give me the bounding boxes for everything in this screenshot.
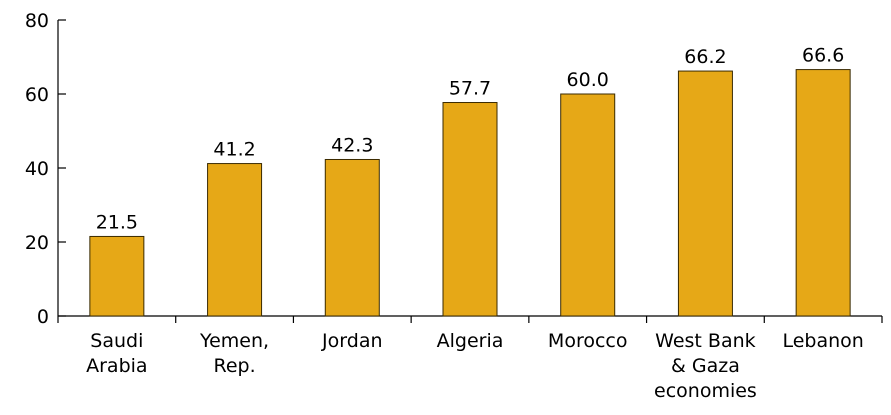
- data-label: 41.2: [213, 139, 255, 161]
- bars: [89, 69, 851, 317]
- data-label: 42.3: [331, 134, 373, 156]
- data-label: 60.0: [567, 69, 609, 91]
- category-label: Algeria: [437, 330, 504, 352]
- bar: [324, 158, 380, 317]
- data-label: 66.2: [684, 46, 726, 68]
- y-tick-label: 20: [25, 232, 49, 254]
- bar: [207, 163, 263, 317]
- y-tick-label: 40: [25, 158, 49, 180]
- y-tick-label: 60: [25, 84, 49, 106]
- category-label: West Bank & Gaza economies: [654, 330, 757, 402]
- category-label: Morocco: [548, 330, 628, 352]
- category-label: Saudi Arabia: [86, 330, 147, 377]
- category-label: Jordan: [321, 330, 382, 352]
- bar: [442, 102, 498, 317]
- data-label: 66.6: [802, 45, 844, 67]
- x-axis: [57, 315, 883, 323]
- category-labels: Saudi Arabia Yemen, Rep. Jordan Algeria Morocc…: [86, 330, 864, 402]
- y-axis: 0 20 40 60 80: [25, 10, 66, 328]
- bar: [560, 93, 616, 317]
- category-label: Yemen, Rep.: [199, 330, 269, 377]
- bar: [795, 69, 851, 317]
- data-labels: 21.5 41.2 42.3 57.7 60.0 66.2 66.6: [96, 45, 845, 234]
- data-label: 57.7: [449, 78, 491, 100]
- category-label: Lebanon: [782, 330, 863, 352]
- bar: [89, 235, 145, 317]
- data-label: 21.5: [96, 211, 138, 233]
- y-tick-label: 0: [37, 306, 49, 328]
- bar: [677, 70, 733, 317]
- y-tick-label: 80: [25, 10, 49, 32]
